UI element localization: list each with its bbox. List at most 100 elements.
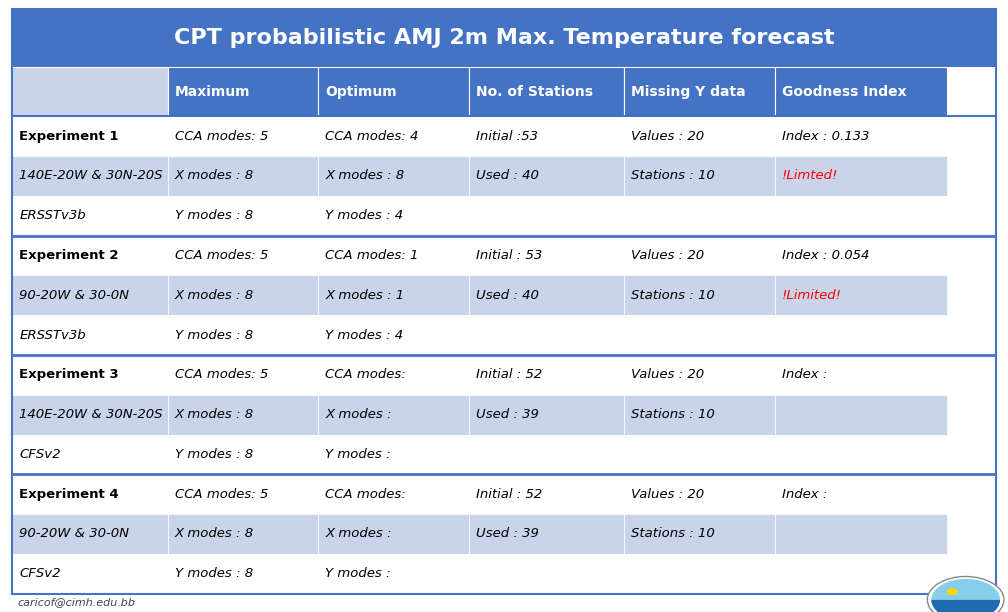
Bar bbox=[624, 435, 774, 474]
Text: CCA modes: 5: CCA modes: 5 bbox=[174, 249, 268, 262]
Bar bbox=[167, 196, 319, 236]
Text: 140E-20W & 30N-20S: 140E-20W & 30N-20S bbox=[19, 408, 162, 421]
Bar bbox=[319, 435, 469, 474]
Bar bbox=[167, 514, 319, 554]
Bar bbox=[12, 315, 167, 355]
Text: Y modes : 4: Y modes : 4 bbox=[326, 329, 403, 341]
Bar bbox=[12, 435, 167, 474]
Bar bbox=[774, 315, 947, 355]
Bar bbox=[167, 275, 319, 315]
Text: Initial : 52: Initial : 52 bbox=[476, 488, 542, 501]
Text: X modes : 8: X modes : 8 bbox=[174, 408, 254, 421]
Bar bbox=[624, 196, 774, 236]
Bar bbox=[167, 315, 319, 355]
Bar bbox=[167, 554, 319, 594]
Bar bbox=[12, 514, 167, 554]
Bar bbox=[12, 395, 167, 435]
Bar bbox=[774, 156, 947, 196]
Bar bbox=[774, 275, 947, 315]
Text: 90-20W & 30-0N: 90-20W & 30-0N bbox=[19, 528, 129, 540]
Bar bbox=[774, 514, 947, 554]
Bar bbox=[469, 554, 624, 594]
Bar bbox=[469, 156, 624, 196]
Bar bbox=[774, 554, 947, 594]
Text: CCA modes:: CCA modes: bbox=[326, 368, 406, 381]
Text: X modes : 8: X modes : 8 bbox=[174, 170, 254, 182]
Text: Stations : 10: Stations : 10 bbox=[631, 408, 715, 421]
Bar bbox=[167, 435, 319, 474]
Text: Index :: Index : bbox=[781, 488, 827, 501]
Text: Y modes :: Y modes : bbox=[326, 567, 391, 580]
Text: 90-20W & 30-0N: 90-20W & 30-0N bbox=[19, 289, 129, 302]
Bar bbox=[469, 474, 624, 514]
Text: 140E-20W & 30N-20S: 140E-20W & 30N-20S bbox=[19, 170, 162, 182]
Bar bbox=[624, 355, 774, 395]
Bar bbox=[624, 156, 774, 196]
Bar bbox=[469, 395, 624, 435]
Text: CCA modes: 4: CCA modes: 4 bbox=[326, 130, 418, 143]
Bar bbox=[469, 514, 624, 554]
Text: Index : 0.133: Index : 0.133 bbox=[781, 130, 869, 143]
Bar bbox=[469, 275, 624, 315]
Bar bbox=[774, 355, 947, 395]
Text: X modes :: X modes : bbox=[326, 408, 392, 421]
Bar bbox=[167, 156, 319, 196]
Bar bbox=[319, 156, 469, 196]
Bar bbox=[319, 474, 469, 514]
Bar bbox=[774, 435, 947, 474]
Bar bbox=[469, 196, 624, 236]
Bar bbox=[624, 554, 774, 594]
Bar bbox=[774, 67, 947, 116]
Bar bbox=[167, 67, 319, 116]
Text: Stations : 10: Stations : 10 bbox=[631, 528, 715, 540]
Bar bbox=[12, 275, 167, 315]
Text: Used : 39: Used : 39 bbox=[476, 528, 538, 540]
Bar bbox=[774, 395, 947, 435]
Bar bbox=[624, 236, 774, 275]
Text: CCA modes:: CCA modes: bbox=[326, 488, 406, 501]
Text: Goodness Index: Goodness Index bbox=[781, 85, 906, 99]
Bar bbox=[167, 474, 319, 514]
Bar bbox=[319, 315, 469, 355]
Text: ERSSTv3b: ERSSTv3b bbox=[19, 329, 86, 341]
Bar bbox=[167, 236, 319, 275]
Text: X modes : 8: X modes : 8 bbox=[326, 170, 404, 182]
Bar bbox=[319, 395, 469, 435]
Bar bbox=[624, 395, 774, 435]
Text: Y modes : 8: Y modes : 8 bbox=[174, 567, 253, 580]
Text: Y modes : 8: Y modes : 8 bbox=[174, 209, 253, 222]
Bar bbox=[12, 116, 167, 156]
Bar bbox=[469, 236, 624, 275]
Bar bbox=[12, 9, 996, 67]
Bar bbox=[774, 116, 947, 156]
Text: Stations : 10: Stations : 10 bbox=[631, 170, 715, 182]
Text: Values : 20: Values : 20 bbox=[631, 368, 705, 381]
Text: CPT probabilistic AMJ 2m Max. Temperature forecast: CPT probabilistic AMJ 2m Max. Temperatur… bbox=[173, 28, 835, 48]
Bar bbox=[624, 275, 774, 315]
Bar bbox=[12, 196, 167, 236]
Bar bbox=[12, 355, 167, 395]
Bar bbox=[774, 474, 947, 514]
Text: !Limted!: !Limted! bbox=[781, 170, 838, 182]
Text: Initial : 53: Initial : 53 bbox=[476, 249, 542, 262]
Text: CFSv2: CFSv2 bbox=[19, 567, 60, 580]
Text: Initial :53: Initial :53 bbox=[476, 130, 537, 143]
Bar bbox=[319, 116, 469, 156]
Bar bbox=[624, 474, 774, 514]
Text: Experiment 3: Experiment 3 bbox=[19, 368, 119, 381]
Bar bbox=[12, 236, 167, 275]
Text: ERSSTv3b: ERSSTv3b bbox=[19, 209, 86, 222]
Text: X modes : 8: X modes : 8 bbox=[174, 528, 254, 540]
Bar bbox=[469, 435, 624, 474]
Text: Missing Y data: Missing Y data bbox=[631, 85, 746, 99]
Text: CCA modes: 1: CCA modes: 1 bbox=[326, 249, 418, 262]
Text: Values : 20: Values : 20 bbox=[631, 488, 705, 501]
Circle shape bbox=[927, 577, 1004, 612]
Text: X modes : 8: X modes : 8 bbox=[174, 289, 254, 302]
Text: Used : 40: Used : 40 bbox=[476, 170, 538, 182]
Bar bbox=[12, 67, 167, 116]
Text: Y modes : 8: Y modes : 8 bbox=[174, 329, 253, 341]
Bar bbox=[167, 116, 319, 156]
Text: Values : 20: Values : 20 bbox=[631, 249, 705, 262]
Text: !Limited!: !Limited! bbox=[781, 289, 842, 302]
